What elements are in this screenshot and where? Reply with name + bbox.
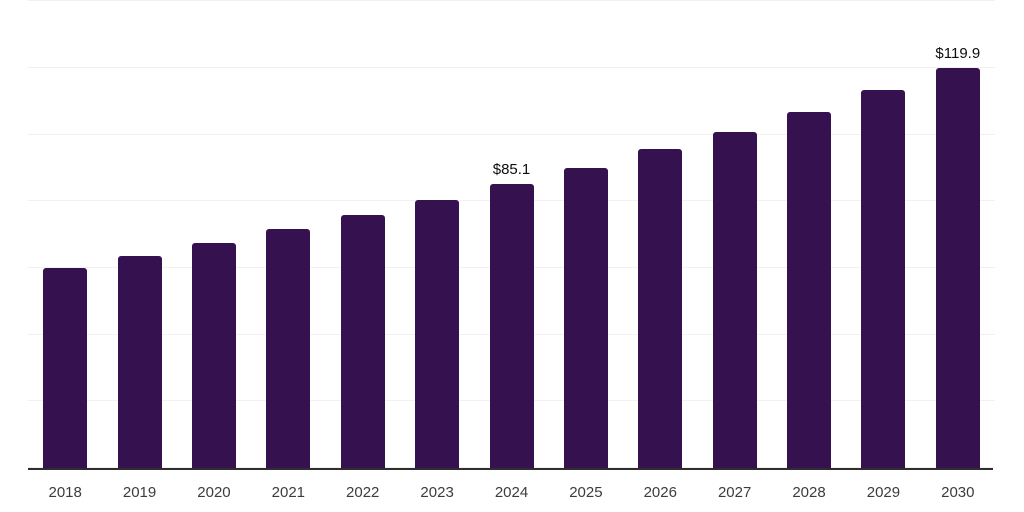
plot-area: $85.1 $119.9	[28, 0, 995, 468]
x-tick-label-2023: 2023	[420, 484, 454, 501]
bar-2027	[712, 132, 757, 468]
x-tick-label-2018: 2018	[48, 484, 82, 501]
x-tick-label-2020: 2020	[197, 484, 231, 501]
x-tick-label-2021: 2021	[271, 484, 306, 501]
x-tick-label-2022: 2022	[346, 484, 380, 501]
bar-2030	[935, 68, 980, 468]
x-tick-label-2028: 2028	[792, 484, 826, 501]
gridline	[28, 67, 995, 69]
x-tick-label-2024: 2024	[494, 484, 529, 501]
x-tick-label-2027: 2027	[717, 484, 752, 501]
x-tick-label-2025: 2025	[569, 484, 603, 501]
bar-2021	[266, 229, 311, 468]
bar-2025	[563, 167, 608, 468]
x-axis-line	[28, 468, 993, 470]
bar-value-label-2024: $85.1	[492, 161, 531, 179]
x-tick-label-2030: 2030	[941, 484, 975, 501]
bar-2020	[191, 243, 236, 468]
bar-2026	[638, 149, 683, 468]
gridline	[28, 0, 995, 2]
x-tick-label-2019: 2019	[122, 484, 157, 501]
gridline	[28, 133, 995, 135]
bar-value-label-2030: $119.9	[935, 45, 981, 63]
bar-2028	[787, 112, 832, 468]
bar-2024	[489, 184, 534, 468]
bar-2018	[43, 268, 88, 468]
x-axis-tick-labels: 2018 2019 2020 2021 2022 2023 2024 2025 2026 2027…	[28, 485, 995, 505]
bar-2029	[861, 90, 906, 468]
bar-2023	[415, 200, 460, 468]
bar-2019	[117, 256, 162, 468]
bar-2022	[340, 215, 385, 468]
x-tick-label-2029: 2029	[866, 484, 901, 501]
x-tick-label-2026: 2026	[643, 484, 677, 501]
